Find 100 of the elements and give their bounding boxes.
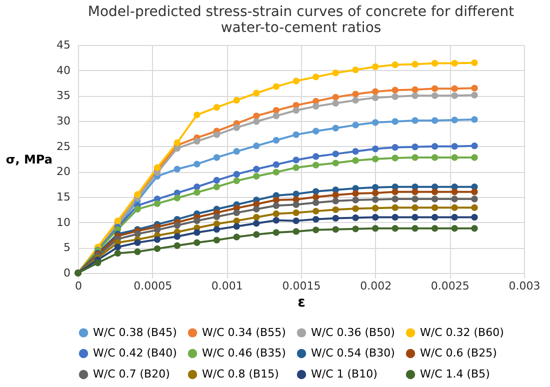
point [372, 225, 379, 232]
y-tick-label: 5 [64, 241, 70, 254]
point [431, 204, 438, 211]
point [412, 60, 418, 68]
point [253, 206, 260, 213]
point [451, 214, 458, 221]
point [352, 190, 359, 197]
point [332, 226, 339, 233]
point [332, 94, 339, 101]
point [292, 156, 300, 164]
point [332, 100, 339, 107]
point [154, 164, 161, 171]
point [272, 216, 280, 224]
point [451, 85, 458, 92]
point [233, 177, 240, 184]
point [431, 188, 438, 196]
point [253, 172, 260, 180]
point [412, 204, 418, 211]
point [174, 242, 181, 249]
point [451, 188, 458, 196]
point [471, 196, 478, 202]
point [253, 166, 260, 172]
x-tick-label: 0.0005 [134, 280, 172, 292]
point [332, 192, 339, 198]
y-tick-label: 15 [56, 190, 70, 204]
point [94, 260, 102, 266]
point [412, 117, 418, 124]
point [312, 74, 320, 80]
point [292, 228, 300, 235]
point [312, 162, 320, 168]
point [431, 60, 438, 67]
legend-label: W/C 0.54 (B30) [311, 346, 395, 360]
point [332, 198, 339, 204]
point [352, 90, 359, 98]
point [332, 124, 339, 132]
point [272, 168, 280, 176]
point [194, 112, 200, 118]
point [272, 210, 280, 218]
point [253, 90, 260, 96]
point [292, 217, 300, 224]
point [174, 194, 181, 202]
point [372, 119, 379, 126]
y-tick-label: 0 [64, 266, 70, 280]
point [194, 184, 200, 190]
point [174, 222, 181, 229]
point [451, 60, 458, 67]
point [194, 160, 200, 168]
point [134, 239, 141, 246]
point [451, 154, 458, 161]
legend-label: W/C 1.4 (B5) [420, 368, 490, 380]
point [312, 216, 320, 223]
point [194, 239, 200, 246]
text: water-to-cement ratios [220, 20, 382, 36]
point [292, 190, 300, 198]
point [372, 63, 379, 70]
point [312, 153, 320, 160]
point [253, 231, 260, 238]
point [392, 144, 398, 151]
point [352, 226, 359, 232]
point [451, 196, 458, 202]
x-tick-label: 0.0025 [430, 280, 470, 292]
point [372, 94, 379, 102]
point [174, 166, 181, 172]
point [332, 206, 339, 214]
point [134, 230, 141, 238]
point [471, 154, 478, 161]
point [392, 118, 398, 125]
point [114, 250, 122, 257]
point [451, 116, 458, 124]
point [253, 142, 260, 150]
point [272, 161, 280, 168]
point [213, 220, 220, 228]
point [412, 225, 418, 232]
legend-label: W/C 0.8 (B15) [202, 368, 279, 380]
point [292, 201, 300, 208]
point [392, 225, 398, 232]
point [253, 214, 260, 221]
point [431, 154, 438, 161]
point [233, 209, 240, 216]
point [352, 122, 359, 128]
point [372, 196, 379, 203]
legend-label: W/C 0.36 (B50) [311, 326, 395, 339]
point [431, 214, 438, 221]
point [272, 136, 280, 144]
point [471, 225, 478, 232]
point [471, 84, 478, 92]
point [471, 92, 478, 99]
point [392, 196, 398, 202]
point [431, 117, 438, 124]
point [194, 138, 200, 145]
point [233, 96, 240, 104]
point [233, 148, 240, 155]
point [352, 148, 359, 155]
y-tick-label: 35 [56, 89, 70, 102]
legend-label: W/C 0.6 (B25) [420, 346, 497, 360]
point [253, 118, 260, 125]
point [272, 107, 280, 114]
point [412, 143, 418, 150]
point [332, 70, 339, 76]
point [312, 208, 320, 215]
